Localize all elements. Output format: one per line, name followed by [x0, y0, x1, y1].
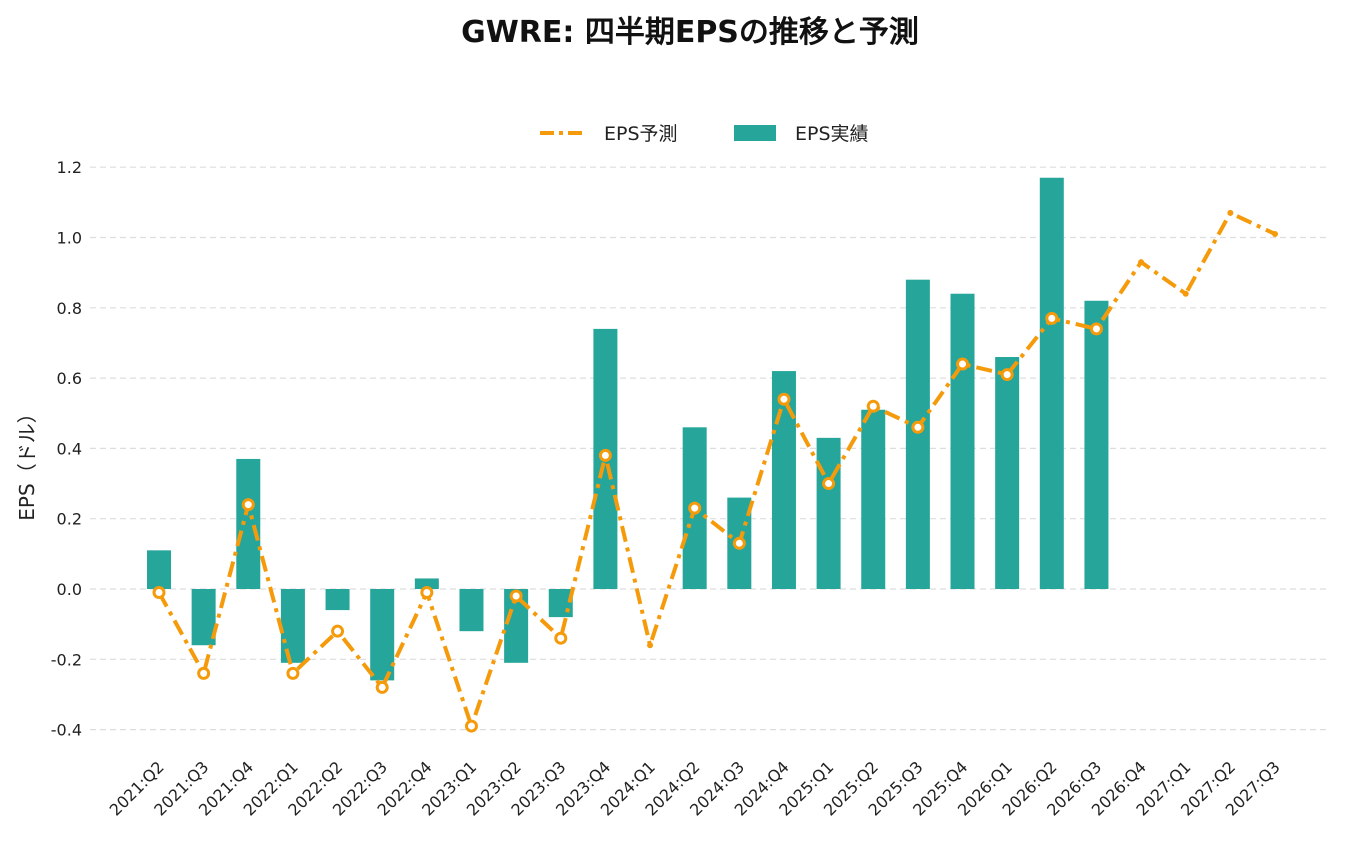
chart-title: GWRE: 四半期EPSの推移と予測	[461, 15, 919, 50]
bar	[905, 279, 930, 589]
bar	[771, 371, 796, 589]
forecast-point	[331, 624, 345, 638]
forecast-point	[732, 536, 746, 550]
bar	[548, 589, 573, 618]
line-series	[152, 209, 1278, 733]
legend-actual-label: EPS実績	[795, 123, 869, 145]
y-tick-label: 0.8	[57, 299, 82, 318]
forecast-point	[598, 448, 612, 462]
bar	[370, 589, 395, 681]
forecast-point	[1138, 259, 1145, 266]
forecast-point	[241, 498, 255, 512]
bar	[1084, 300, 1109, 589]
bar-series	[147, 177, 1109, 681]
forecast-point	[688, 501, 702, 515]
y-tick-label: -0.4	[51, 721, 82, 740]
bar	[414, 578, 439, 589]
forecast-point	[1000, 368, 1014, 382]
legend: EPS予測 EPS実績	[540, 123, 869, 145]
forecast-point	[1182, 290, 1189, 297]
forecast-line	[157, 210, 1276, 729]
y-tick-label: 0.6	[57, 369, 82, 388]
forecast-point	[509, 589, 523, 603]
forecast-point	[777, 392, 791, 406]
forecast-point	[152, 586, 166, 600]
x-axis-ticks: 2021:Q22021:Q32021:Q42022:Q12022:Q22022:…	[106, 757, 1284, 819]
y-axis-label: EPS（ドル）	[15, 403, 39, 520]
y-axis-ticks: -0.4 -0.2 0.0 0.2 0.4 0.6 0.8 1.0 1.2	[51, 158, 82, 739]
forecast-point	[375, 680, 389, 694]
forecast-point	[647, 642, 654, 649]
y-tick-label: 0.4	[57, 439, 82, 458]
bar	[147, 550, 171, 589]
forecast-point	[464, 719, 478, 733]
y-tick-label: 0.2	[57, 510, 82, 529]
forecast-point	[822, 477, 836, 491]
bar	[1039, 177, 1064, 589]
forecast-point	[1045, 311, 1059, 325]
legend-forecast-label: EPS予測	[604, 123, 678, 145]
bar	[236, 458, 261, 589]
bar	[950, 293, 975, 589]
y-tick-label: 1.0	[57, 229, 82, 248]
legend-bar-swatch	[734, 125, 776, 141]
bar	[459, 589, 484, 632]
forecast-point	[420, 586, 434, 600]
y-tick-label: 0.0	[57, 580, 82, 599]
bar	[280, 589, 305, 663]
bar	[861, 409, 886, 589]
bar	[995, 357, 1020, 589]
bar	[325, 589, 350, 611]
forecast-point	[554, 631, 568, 645]
forecast-point	[956, 357, 970, 371]
forecast-point	[1089, 322, 1103, 336]
bar	[816, 437, 841, 589]
y-tick-label: -0.2	[51, 650, 82, 669]
y-tick-label: 1.2	[57, 158, 82, 177]
forecast-point	[1272, 230, 1278, 237]
grid	[90, 166, 1330, 731]
forecast-point	[197, 666, 211, 680]
forecast-point	[1227, 209, 1234, 216]
forecast-point	[286, 666, 300, 680]
forecast-point	[911, 420, 925, 434]
forecast-point	[866, 399, 880, 413]
